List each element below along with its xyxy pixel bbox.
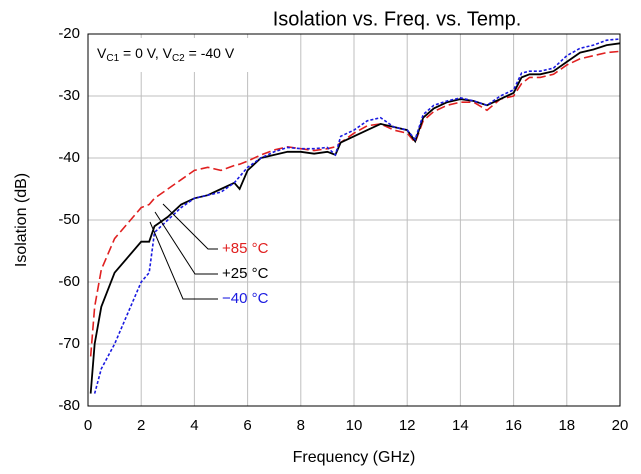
x-tick-label: 0 (84, 417, 92, 434)
y-tick-label: -70 (58, 335, 80, 352)
leader-line (149, 221, 218, 300)
annotation-subscript: C2 (172, 53, 185, 64)
y-tick-label: -60 (58, 273, 80, 290)
series-line (89, 42, 621, 394)
y-tick-label: -30 (58, 87, 80, 104)
series-line (89, 50, 621, 357)
x-tick-label: 12 (399, 417, 416, 434)
leader-line (154, 211, 218, 275)
x-tick-label: 14 (452, 417, 469, 434)
lines (89, 38, 621, 394)
y-tick-label: -40 (58, 149, 80, 166)
y-tick-label: -80 (58, 397, 80, 414)
leader-line (162, 203, 218, 250)
x-tick-label: 16 (505, 417, 522, 434)
x-tick-label: 20 (612, 417, 629, 434)
x-tick-label: 4 (190, 417, 198, 434)
annotation-part: = -40 V (185, 45, 235, 61)
x-tick-label: 2 (137, 417, 145, 434)
x-axis-label: Frequency (GHz) (293, 449, 416, 466)
chart-title: Isolation vs. Freq. vs. Temp. (273, 8, 522, 30)
annotation-box (89, 38, 277, 72)
x-tick-label: 8 (297, 417, 305, 434)
y-tick-label: -50 (58, 211, 80, 228)
x-tick-label: 10 (346, 417, 363, 434)
annotation-part: V (97, 45, 107, 61)
plot-frame (87, 33, 621, 407)
x-tick-label: 18 (558, 417, 575, 434)
series-label: +25 °C (222, 265, 269, 282)
annotation: VC1 = 0 V, VC2 = -40 V (97, 45, 235, 64)
series-line (93, 38, 621, 394)
x-tick-label: 6 (243, 417, 251, 434)
y-axis-label: Isolation (dB) (13, 173, 30, 267)
series-label: +85 °C (222, 240, 269, 257)
annotation-subscript: C1 (106, 53, 119, 64)
series-label: −40 °C (222, 290, 269, 307)
y-tick-label: -20 (58, 25, 80, 42)
annotation-part: = 0 V, V (119, 45, 172, 61)
